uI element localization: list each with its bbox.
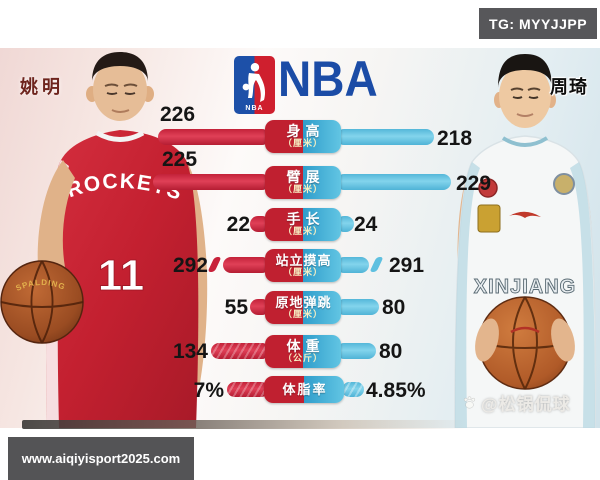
yao-jersey-number: 11: [98, 251, 145, 300]
stat-label: 臂展: [286, 169, 325, 186]
zhou-hand-right: [551, 318, 575, 362]
nba-logo: NBA: [234, 56, 275, 114]
site-url-badge: www.aiqiyisport2025.com: [8, 437, 194, 480]
left-value: 292: [172, 254, 208, 277]
stat-row-vertical-jump: 55 原地弹跳 （厘米） 80: [0, 48, 600, 428]
tg-badge-text: TG: MYYJJPP: [488, 15, 588, 32]
nba-logo-silhouette: [242, 63, 266, 102]
yao-collar: [95, 130, 145, 142]
li-ning-logo: [509, 211, 541, 218]
right-bar: [336, 174, 451, 190]
yao-jersey: [46, 130, 199, 428]
stat-label: 体重: [286, 338, 325, 355]
zhou-brows: [510, 87, 541, 91]
zhou-shoulder-badge: [553, 173, 575, 195]
stat-label: 身高: [286, 123, 325, 140]
yao-brows: [104, 83, 138, 87]
left-value: 226: [160, 103, 196, 126]
watermark-text: @松锅侃球: [481, 395, 571, 414]
stat-label: 站立摸高: [275, 252, 332, 268]
stat-row-weight: 134 体重 （公斤） 80: [0, 48, 600, 428]
stat-unit: （厘米）: [282, 308, 323, 319]
right-value: 80: [379, 340, 403, 363]
left-value: 22: [226, 213, 250, 236]
right-value: 80: [382, 296, 406, 319]
stat-label-pill: 站立摸高 （厘米）: [265, 249, 341, 282]
stat-unit: （厘米）: [282, 184, 323, 195]
right-bar: [342, 382, 364, 397]
stat-row-body-fat: 7% 体脂率 4.85%: [0, 48, 600, 428]
right-player-name: 周琦: [550, 77, 588, 97]
zhou-mouth: [516, 113, 534, 117]
zhou-hand-left: [475, 318, 499, 362]
right-value: 4.85%: [366, 379, 426, 402]
stat-label-pill: 身高 （厘米）: [265, 120, 341, 153]
right-bar: [336, 299, 379, 315]
comparison-photo: ROCKETS 11 SPALDING: [0, 48, 600, 429]
left-bar: [153, 174, 270, 190]
stat-label: 原地弹跳: [275, 294, 332, 310]
nba-wordmark: NBA: [278, 51, 378, 107]
site-url-text: www.aiqiyisport2025.com: [21, 451, 181, 466]
stat-row-standing-reach: 292 站立摸高 （厘米） 291: [0, 48, 600, 428]
stat-label-pill: 手长 （厘米）: [265, 208, 341, 241]
left-value: 7%: [193, 379, 224, 402]
stat-label: 手长: [286, 211, 325, 228]
right-value: 291: [389, 254, 425, 277]
right-bar: [336, 129, 434, 145]
yao-eyes: [106, 92, 136, 95]
right-bar: [336, 257, 369, 273]
yao-left-arm: [37, 160, 75, 288]
stat-label-pill: 臂展 （厘米）: [265, 166, 341, 199]
stat-unit: （厘米）: [282, 266, 323, 277]
right-value: 229: [456, 172, 492, 195]
right-value: 218: [437, 127, 473, 150]
left-value: 55: [224, 296, 248, 319]
stat-unit: （公斤）: [282, 353, 323, 364]
left-bar: [158, 129, 270, 145]
zhou-collar: [501, 136, 549, 147]
left-value: 225: [162, 148, 198, 171]
left-bar: [211, 343, 270, 359]
stat-unit: （厘米）: [282, 138, 323, 149]
left-bar: [227, 382, 269, 397]
zhou-gold-sponsor-patch: [477, 204, 501, 233]
right-bar: [336, 343, 376, 359]
floor-shadow-strip: [22, 420, 467, 429]
player-zhou-qi-photo: XINJIANG: [454, 54, 597, 428]
nba-logo-caption: NBA: [245, 105, 264, 112]
left-value: 134: [172, 340, 208, 363]
stat-unit: （厘米）: [282, 226, 323, 237]
zhou-jersey-side-panels: [455, 162, 595, 428]
left-player-name: 姚明: [20, 77, 64, 97]
stat-label-pill: 体重 （公斤）: [265, 335, 341, 368]
player-yao-ming-photo: ROCKETS 11 SPALDING: [0, 52, 208, 428]
stat-row-hand-length: 22 手长 （厘米） 24: [0, 48, 600, 428]
yao-basketball-seams: [0, 260, 84, 344]
zhou-eyes: [512, 96, 539, 99]
stat-label: 体脂率: [282, 381, 328, 397]
tg-badge: TG: MYYJJPP: [479, 8, 597, 39]
zhou-team-emblem-patch: [478, 178, 498, 198]
stat-row-wingspan: 225 臂展 （厘米） 229: [0, 48, 600, 428]
yao-hair: [92, 52, 148, 82]
stat-row-height: 226 身高 （厘米） 218: [0, 48, 600, 428]
yao-face: [93, 59, 147, 121]
watermark: @松锅侃球: [462, 390, 571, 415]
zhou-ball-logo: [510, 326, 540, 334]
stat-label-pill: 体脂率: [264, 376, 344, 403]
zhou-face: [499, 64, 551, 128]
paw-icon: [463, 396, 476, 409]
zhou-team-text: XINJIANG: [474, 276, 576, 298]
left-bar: [223, 257, 270, 273]
zhou-hair: [498, 54, 552, 88]
right-value: 24: [354, 213, 378, 236]
yao-mouth: [111, 109, 130, 113]
stat-label-pill: 原地弹跳 （厘米）: [265, 291, 341, 324]
